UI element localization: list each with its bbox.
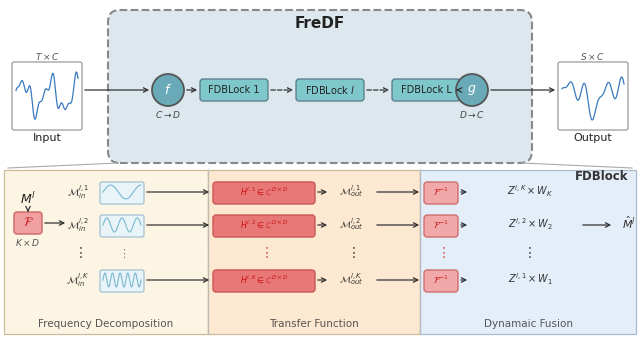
Text: $g$: $g$ [467, 83, 477, 97]
Text: FreDF: FreDF [295, 17, 345, 31]
Bar [4, 170, 208, 334]
Text: $S \times C$: $S \times C$ [580, 51, 605, 63]
Text: FDBlock: FDBlock [575, 169, 628, 183]
Text: $H^{l,2} \in \mathbb{C}^{D \times D}$: $H^{l,2} \in \mathbb{C}^{D \times D}$ [240, 219, 288, 231]
FancyBboxPatch shape [200, 79, 268, 101]
Text: $\vdots$: $\vdots$ [346, 245, 356, 261]
Text: $H^{l,K} \in \mathbb{C}^{D \times D}$: $H^{l,K} \in \mathbb{C}^{D \times D}$ [240, 274, 288, 286]
Text: $\mathcal{M}^{l,K}_{out}$: $\mathcal{M}^{l,K}_{out}$ [339, 271, 363, 287]
Text: $\vdots$: $\vdots$ [436, 245, 446, 261]
Text: Transfer Function: Transfer Function [269, 319, 359, 329]
Text: $C \to D$: $C \to D$ [155, 108, 181, 120]
FancyBboxPatch shape [424, 215, 458, 237]
Text: $\mathcal{M}^{l,2}_{out}$: $\mathcal{M}^{l,2}_{out}$ [339, 216, 363, 232]
Text: $H^{l,1} \in \mathbb{C}^{D \times D}$: $H^{l,1} \in \mathbb{C}^{D \times D}$ [240, 186, 288, 198]
Text: $Z^{l,2} \times W_2$: $Z^{l,2} \times W_2$ [508, 216, 552, 232]
Text: $\mathcal{M}^{l,K}_{in}$: $\mathcal{M}^{l,K}_{in}$ [66, 271, 90, 289]
Text: Frequency Decomposition: Frequency Decomposition [38, 319, 173, 329]
FancyBboxPatch shape [108, 10, 532, 163]
Text: $\mathcal{F}^{-1}$: $\mathcal{F}^{-1}$ [433, 274, 449, 286]
Text: $\vdots$: $\vdots$ [73, 245, 83, 261]
Text: $\mathcal{F}$: $\mathcal{F}$ [22, 217, 33, 230]
Bar [420, 170, 636, 334]
Text: $\vdots$: $\vdots$ [259, 245, 269, 261]
Text: $Z^{l,K} \times W_K$: $Z^{l,K} \times W_K$ [507, 183, 553, 199]
Bar [208, 170, 420, 334]
Text: $f$: $f$ [164, 83, 172, 97]
Text: $T \times C$: $T \times C$ [35, 51, 60, 63]
Text: $\mathcal{M}^{l,1}_{in}$: $\mathcal{M}^{l,1}_{in}$ [67, 184, 89, 200]
Text: $\vdots$: $\vdots$ [522, 245, 532, 261]
FancyBboxPatch shape [213, 270, 315, 292]
Text: FDBLock 1: FDBLock 1 [208, 85, 260, 95]
Text: Output: Output [573, 133, 612, 143]
Text: $\vdots$: $\vdots$ [118, 246, 126, 260]
FancyBboxPatch shape [424, 270, 458, 292]
Text: $D \to C$: $D \to C$ [459, 108, 485, 120]
FancyBboxPatch shape [424, 182, 458, 204]
Circle shape [152, 74, 184, 106]
Circle shape [456, 74, 488, 106]
Text: $M^l$: $M^l$ [20, 191, 36, 207]
Text: $Z^{l,1} \times W_1$: $Z^{l,1} \times W_1$ [508, 271, 552, 287]
Text: $\mathcal{F}^{-1}$: $\mathcal{F}^{-1}$ [433, 186, 449, 198]
Text: Dynamaic Fusion: Dynamaic Fusion [483, 319, 573, 329]
FancyBboxPatch shape [213, 182, 315, 204]
FancyBboxPatch shape [100, 270, 144, 292]
FancyBboxPatch shape [213, 215, 315, 237]
FancyBboxPatch shape [14, 212, 42, 234]
Text: $\mathcal{M}^{l,2}_{in}$: $\mathcal{M}^{l,2}_{in}$ [67, 216, 89, 234]
Text: FDBLock L: FDBLock L [401, 85, 451, 95]
Text: $K \times D$: $K \times D$ [15, 237, 41, 247]
Text: FDBLock $l$: FDBLock $l$ [305, 84, 355, 96]
Text: $\mathcal{F}^{-1}$: $\mathcal{F}^{-1}$ [433, 219, 449, 231]
Text: $\mathcal{M}^{l,1}_{out}$: $\mathcal{M}^{l,1}_{out}$ [339, 183, 363, 199]
FancyBboxPatch shape [296, 79, 364, 101]
FancyBboxPatch shape [12, 62, 82, 130]
Text: $\hat{M}^l$: $\hat{M}^l$ [622, 215, 636, 231]
FancyBboxPatch shape [558, 62, 628, 130]
Text: Input: Input [33, 133, 61, 143]
FancyBboxPatch shape [392, 79, 460, 101]
FancyBboxPatch shape [100, 182, 144, 204]
FancyBboxPatch shape [100, 215, 144, 237]
